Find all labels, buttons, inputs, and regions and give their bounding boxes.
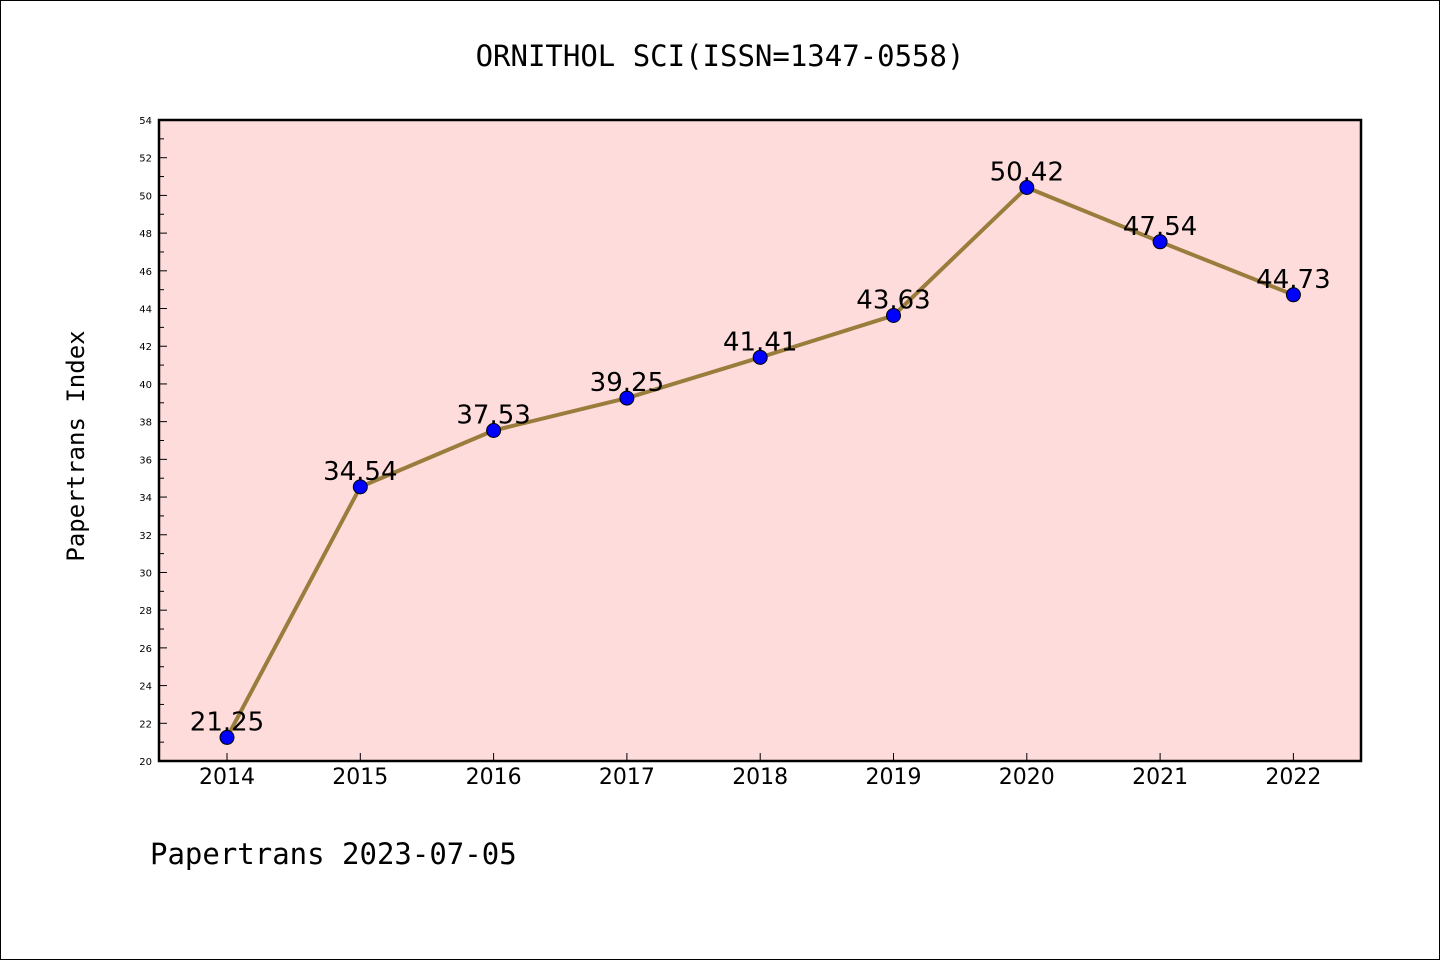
chart-title: ORNITHOL SCI(ISSN=1347-0558) (476, 39, 965, 73)
y-tick-label: 24 (139, 682, 152, 693)
x-tick-label: 2022 (1265, 765, 1321, 790)
data-labels: 21.25 34.54 37.53 39.25 41.41 43.63 50.42 47.54… (190, 157, 1331, 737)
plot-area (159, 120, 1361, 761)
data-point-2017 (619, 390, 635, 406)
y-tick-label: 38 (139, 418, 152, 429)
y-tick-label: 46 (139, 267, 152, 278)
data-point-2021 (1152, 234, 1168, 250)
data-markers (219, 179, 1301, 745)
x-tick-label: 2021 (1132, 765, 1188, 790)
data-label-2019: 43.63 (856, 286, 930, 316)
y-tick-label: 22 (139, 719, 152, 730)
data-label-2022: 44.73 (1256, 265, 1330, 295)
y-tick-label: 32 (139, 531, 152, 542)
data-label-2018: 41.41 (723, 327, 797, 357)
data-label-2020: 50.42 (990, 157, 1064, 187)
footer-text: Papertrans 2023-07-05 (150, 837, 517, 871)
x-tick-label: 2016 (466, 765, 522, 790)
x-tick-label: 2017 (599, 765, 655, 790)
x-tick-label: 2018 (732, 765, 788, 790)
x-tick-label: 2015 (332, 765, 388, 790)
data-point-2022 (1285, 287, 1301, 303)
x-tick-label: 2019 (866, 765, 922, 790)
y-tick-label: 34 (139, 493, 152, 504)
data-point-2020 (1019, 179, 1035, 195)
data-label-2016: 37.53 (456, 401, 530, 431)
plot-border (157, 118, 1363, 763)
data-point-2015 (352, 479, 368, 495)
y-tick-label: 54 (139, 116, 152, 127)
y-tick-label: 42 (139, 342, 152, 353)
y-tick-label: 40 (139, 380, 152, 391)
data-label-2015: 34.54 (323, 457, 397, 487)
y-tick-label: 48 (139, 229, 152, 240)
y-tick-label: 36 (139, 455, 152, 466)
y-tick-label: 52 (139, 154, 152, 165)
data-point-2019 (886, 308, 901, 324)
x-tick-label: 2020 (999, 765, 1055, 790)
data-point-2016 (486, 423, 502, 439)
data-point-2014 (219, 729, 235, 745)
data-label-2017: 39.25 (590, 368, 664, 398)
data-point-2018 (752, 349, 768, 365)
y-tick-label: 30 (139, 568, 152, 579)
y-tick-label: 20 (139, 757, 152, 768)
y-axis-label: Papertrans Index (62, 330, 90, 561)
y-tick-label: 44 (139, 305, 152, 316)
y-tick-label: 26 (139, 644, 152, 655)
x-tick-label: 2014 (199, 765, 255, 790)
y-tick-label: 28 (139, 606, 152, 617)
y-tick-label: 50 (139, 191, 152, 202)
data-label-2021: 47.54 (1123, 212, 1197, 242)
x-axis-ticks: 2014 2015 2016 2017 2018 2019 2020 2021 2022 (199, 753, 1321, 790)
data-label-2014: 21.25 (190, 707, 264, 737)
